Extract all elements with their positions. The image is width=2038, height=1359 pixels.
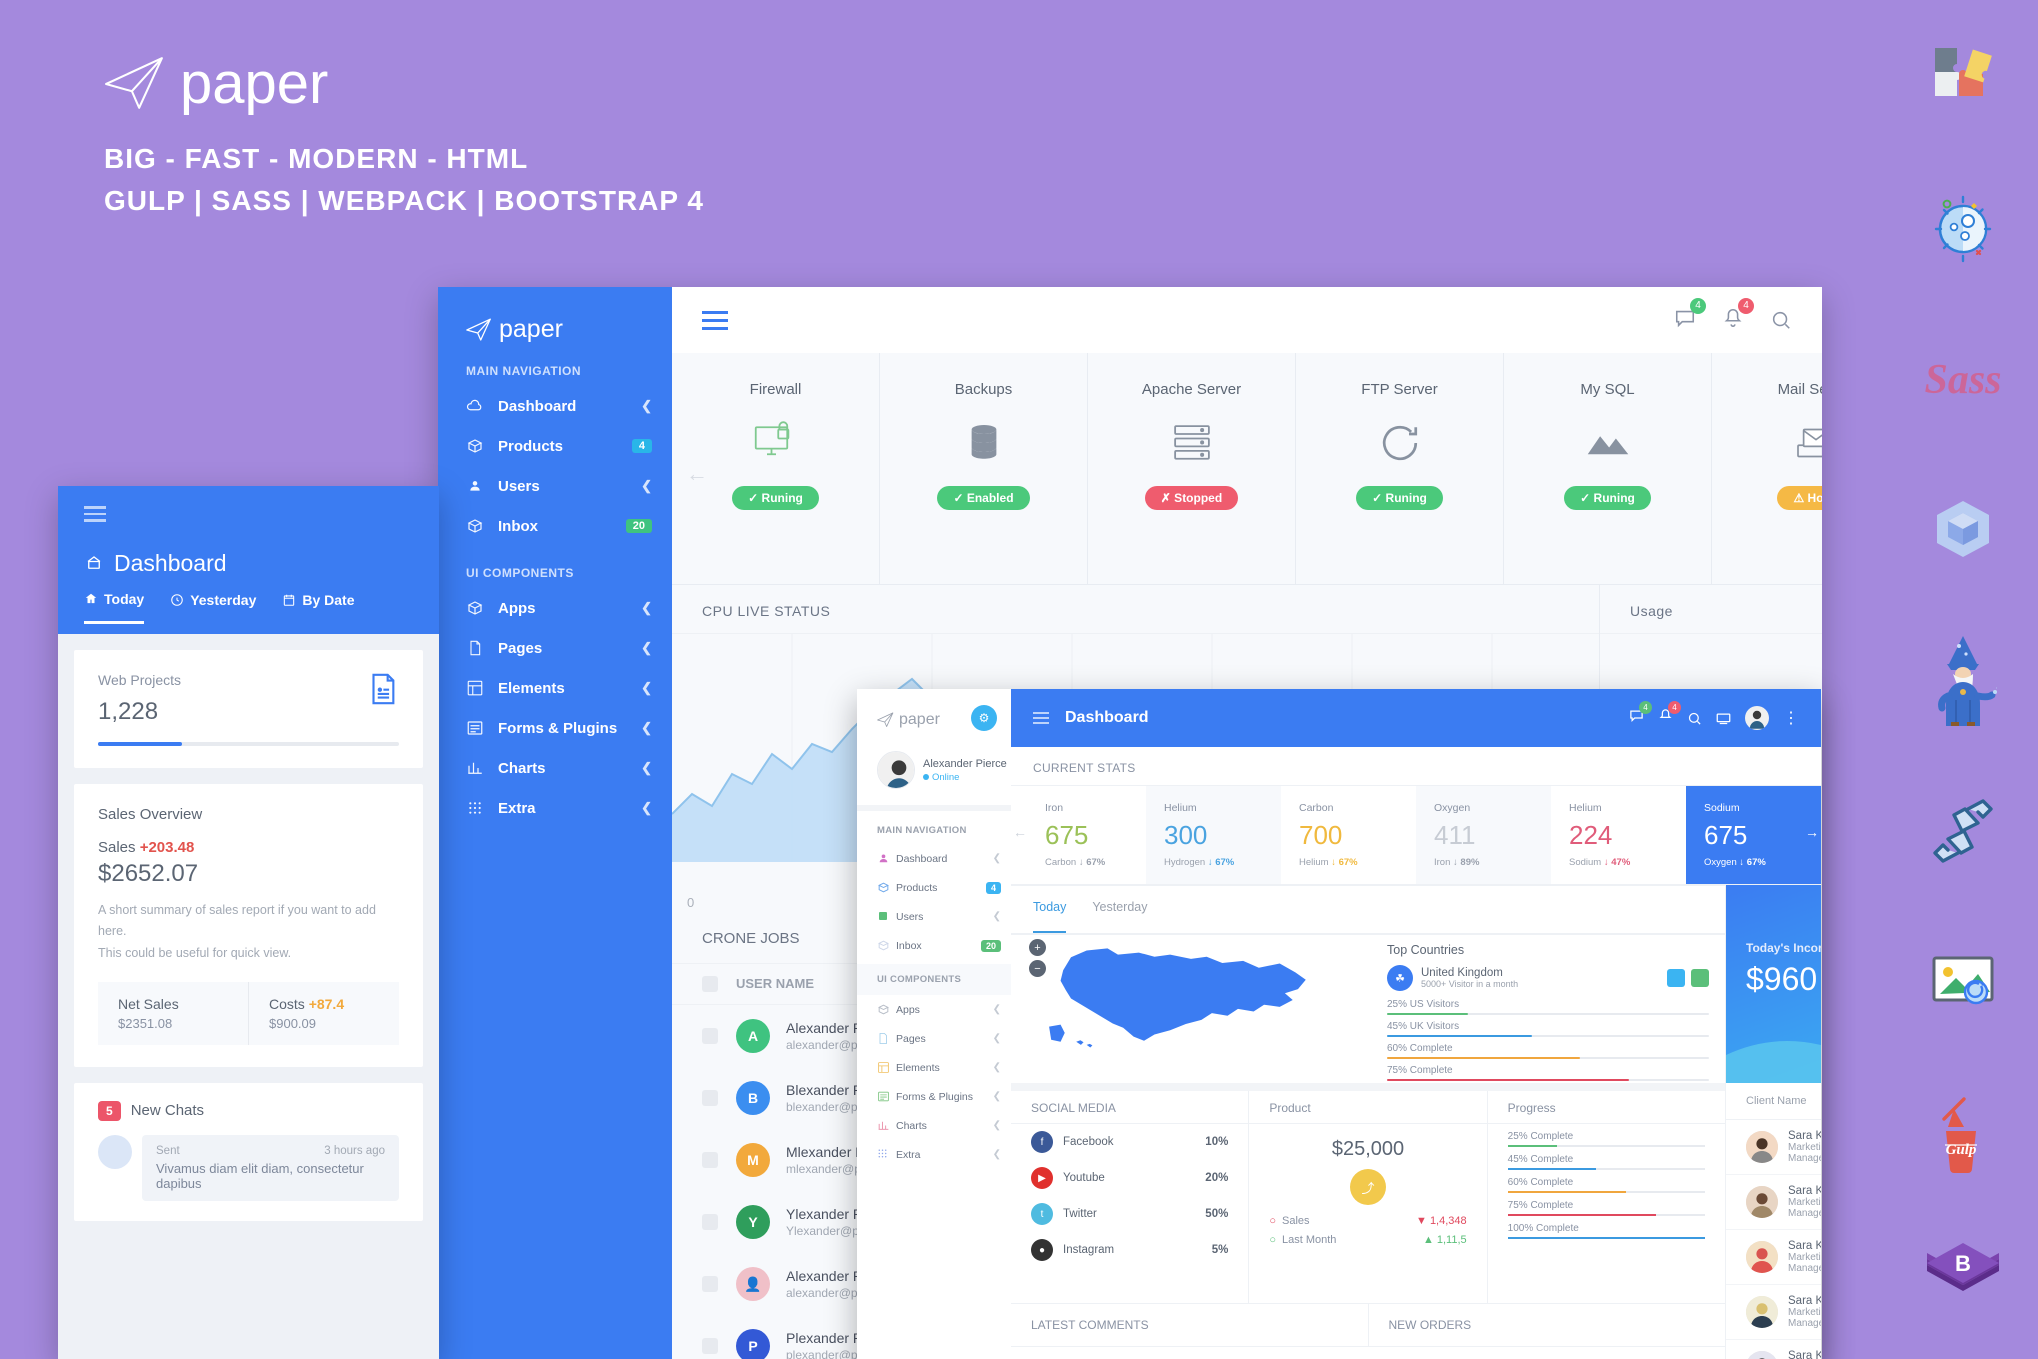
svg-text:Gulp: Gulp xyxy=(1946,1142,1977,1158)
svg-text:Sass: Sass xyxy=(1924,357,2001,403)
svg-text:B: B xyxy=(1955,1251,1971,1276)
